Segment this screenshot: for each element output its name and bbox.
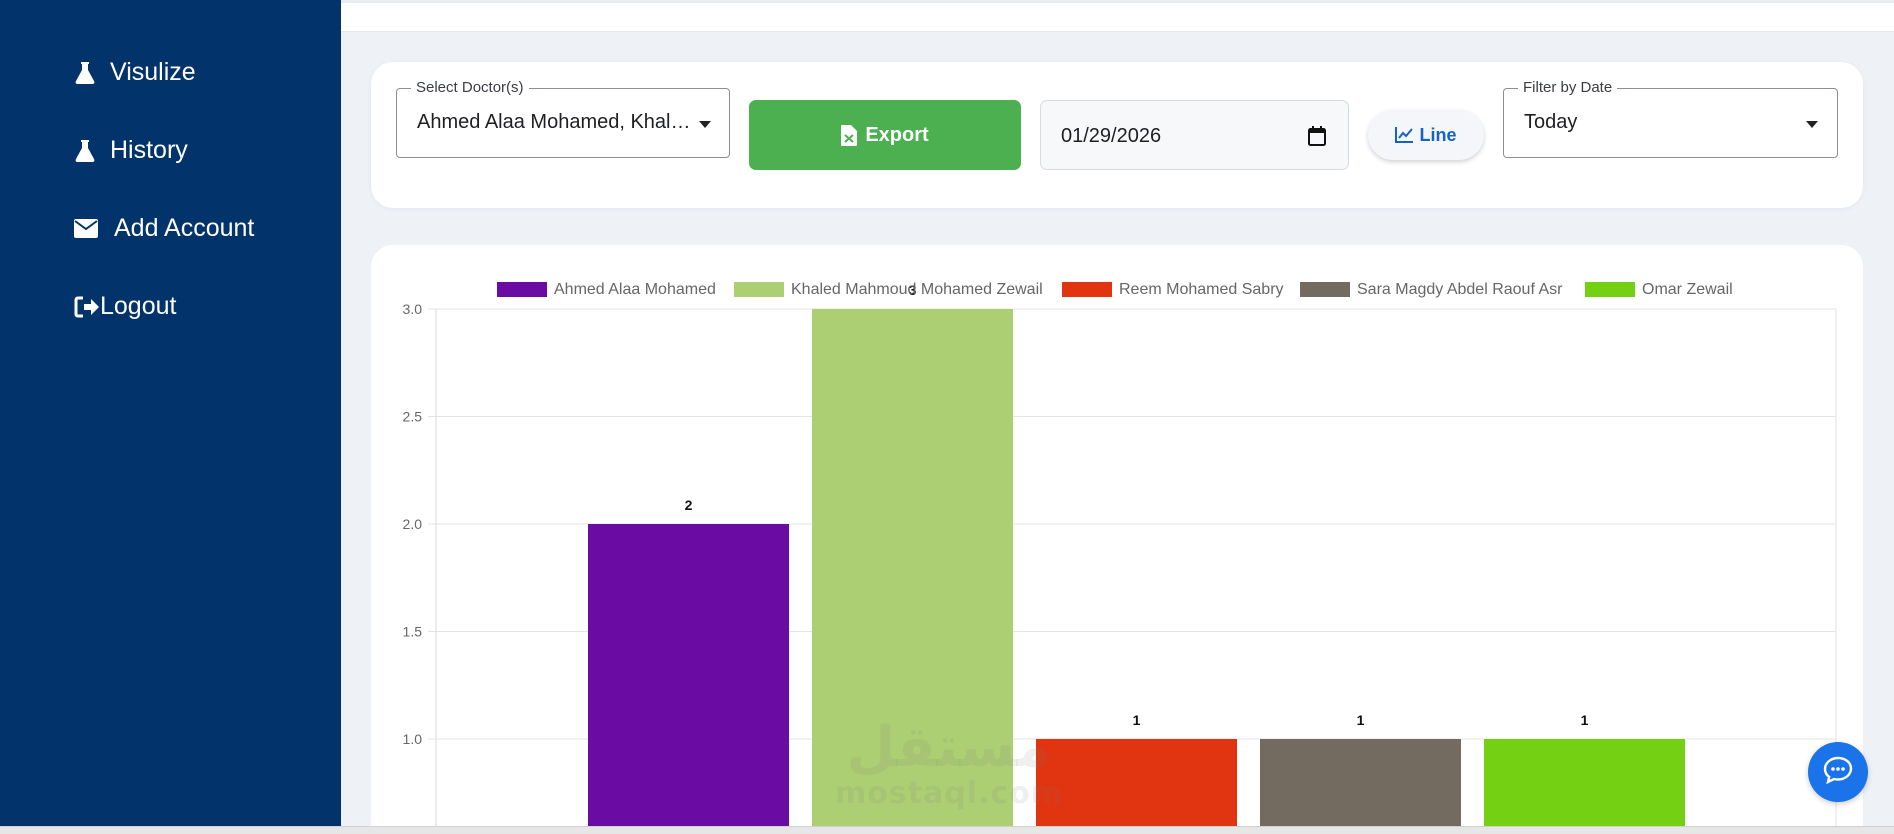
date-filter-legend: Filter by Date (1518, 80, 1618, 96)
calendar-icon[interactable] (1308, 126, 1326, 151)
sidebar-item-history[interactable]: History (74, 136, 188, 165)
top-bar (341, 0, 1894, 32)
sidebar-item-label: History (110, 136, 188, 164)
legend-swatch[interactable] (497, 282, 547, 297)
legend-swatch[interactable] (1585, 282, 1635, 297)
sidebar-item-add-account[interactable]: Add Account (74, 214, 254, 243)
sidebar-item-label: Visulize (110, 58, 196, 86)
chat-button[interactable] (1808, 742, 1868, 802)
bar[interactable] (1260, 739, 1461, 834)
chevron-down-icon (1806, 121, 1818, 128)
bar[interactable] (588, 524, 789, 834)
data-label: 3 (909, 282, 917, 298)
line-chart-icon (1395, 127, 1414, 143)
line-chart-toggle[interactable]: Line (1368, 110, 1484, 160)
line-label: Line (1419, 124, 1457, 145)
data-label: 2 (685, 497, 693, 513)
legend-swatch[interactable] (1062, 282, 1112, 297)
flask-icon (74, 61, 96, 85)
y-tick-label: 3.0 (403, 301, 423, 317)
bar[interactable] (812, 309, 1013, 834)
date-filter-select[interactable]: Filter by Date Today (1503, 80, 1838, 158)
bar[interactable] (1036, 739, 1237, 834)
bar[interactable] (1484, 739, 1685, 834)
date-input[interactable]: 01/29/2026 (1040, 100, 1349, 170)
legend-label[interactable]: Ahmed Alaa Mohamed (554, 281, 716, 298)
sidebar: Visulize History Add Account Logout (0, 0, 341, 834)
legend-label[interactable]: Sara Magdy Abdel Raouf Asr (1357, 281, 1563, 298)
legend-label[interactable]: Reem Mohamed Sabry (1119, 281, 1284, 298)
sidebar-item-logout[interactable]: Logout (74, 292, 176, 321)
chevron-down-icon (699, 121, 711, 128)
data-label: 1 (1581, 712, 1589, 728)
sidebar-item-label: Logout (100, 292, 177, 320)
y-tick-label: 2.5 (403, 409, 423, 425)
date-value: 01/29/2026 (1061, 125, 1162, 147)
y-tick-label: 2.0 (403, 516, 423, 532)
legend-swatch[interactable] (734, 282, 784, 297)
export-button[interactable]: Export (749, 100, 1021, 170)
envelope-icon (74, 219, 98, 238)
sidebar-item-visualize[interactable]: Visulize (74, 58, 196, 87)
legend-label[interactable]: Omar Zewail (1642, 281, 1733, 298)
data-label: 1 (1357, 712, 1365, 728)
doctor-select[interactable]: Select Doctor(s) Ahmed Alaa Mohamed, Kha… (396, 80, 730, 158)
legend-swatch[interactable] (1300, 282, 1350, 297)
y-tick-label: 1.5 (403, 624, 423, 640)
sign-out-icon (74, 296, 100, 318)
doctor-select-legend: Select Doctor(s) (411, 80, 529, 96)
sidebar-item-label: Add Account (114, 214, 255, 242)
file-excel-icon (841, 124, 858, 146)
y-tick-label: 1.0 (403, 731, 423, 747)
chat-icon (1823, 756, 1853, 789)
top-bar-border (341, 0, 1894, 3)
data-label: 1 (1133, 712, 1141, 728)
bottom-scrollbar[interactable] (0, 826, 1894, 834)
flask-icon (74, 139, 96, 163)
legend-label[interactable]: Khaled Mahmoud Mohamed Zewail (791, 281, 1043, 298)
export-label: Export (865, 123, 929, 146)
